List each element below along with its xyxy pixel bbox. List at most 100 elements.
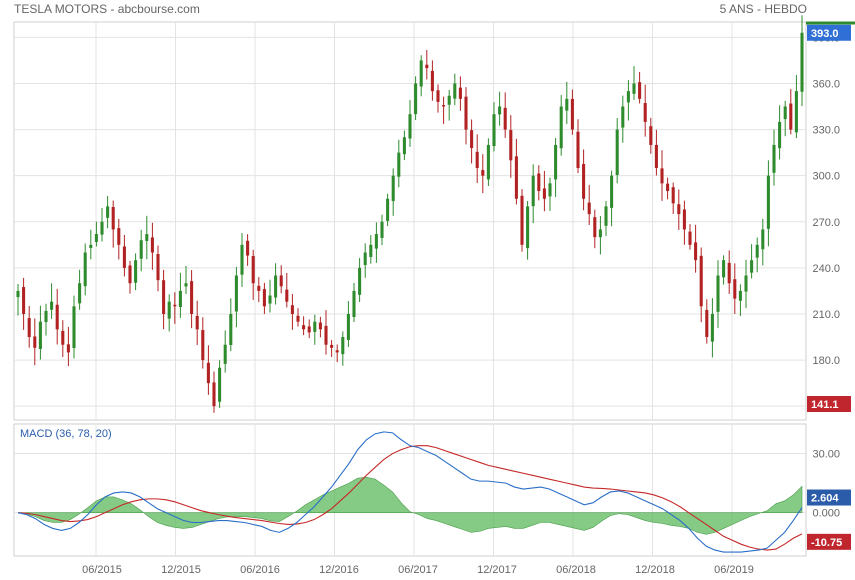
x-tick-label: 12/2018 bbox=[635, 564, 675, 576]
candle-body bbox=[542, 188, 546, 199]
candle-body bbox=[414, 83, 418, 115]
candle-body bbox=[195, 315, 199, 330]
candle-body bbox=[453, 83, 457, 99]
candle-body bbox=[677, 204, 681, 215]
candle-body bbox=[654, 144, 658, 168]
candle-body bbox=[470, 130, 474, 149]
candle-body bbox=[307, 326, 311, 333]
candle-body bbox=[503, 107, 507, 130]
candle-body bbox=[274, 275, 278, 298]
candle-body bbox=[632, 83, 636, 94]
candle-body bbox=[358, 267, 362, 295]
candle-body bbox=[178, 290, 182, 308]
candle-body bbox=[520, 195, 524, 245]
x-tick-label: 12/2017 bbox=[477, 564, 517, 576]
price-y-tick-label: 240.0 bbox=[812, 263, 840, 275]
candle-body bbox=[615, 129, 619, 176]
price-y-tick-label: 330.0 bbox=[812, 125, 840, 137]
candle-body bbox=[229, 313, 233, 345]
candle-body bbox=[783, 106, 787, 120]
candle-body bbox=[89, 244, 93, 248]
candle-body bbox=[38, 321, 42, 349]
signal-line bbox=[17, 445, 803, 551]
signal-value-badge bbox=[807, 533, 851, 550]
candle-body bbox=[610, 175, 614, 208]
candle-body bbox=[111, 207, 115, 230]
candle-body bbox=[458, 87, 462, 99]
candle-body bbox=[436, 90, 440, 102]
candle-body bbox=[346, 313, 350, 341]
candle-body bbox=[134, 260, 138, 283]
candle-body bbox=[285, 289, 289, 302]
candle-body bbox=[694, 242, 698, 261]
candle-body bbox=[738, 290, 742, 301]
candle-body bbox=[598, 229, 602, 238]
candle-body bbox=[716, 275, 720, 312]
candle-body bbox=[167, 301, 171, 319]
candle-body bbox=[671, 187, 675, 204]
candle-body bbox=[352, 290, 356, 318]
candle-body bbox=[666, 183, 670, 192]
candle-body bbox=[638, 82, 642, 99]
candle-body bbox=[526, 206, 530, 249]
candle-body bbox=[643, 103, 647, 122]
candle-body bbox=[397, 152, 401, 177]
candle-body bbox=[251, 256, 255, 284]
candle-body bbox=[761, 229, 765, 250]
price-y-tick-label: 270.0 bbox=[812, 217, 840, 229]
last-price-badge bbox=[807, 24, 851, 41]
candle-body bbox=[374, 234, 378, 249]
candle-body bbox=[778, 121, 782, 149]
candle-body bbox=[22, 287, 26, 314]
price-panel-frame bbox=[13, 21, 807, 421]
candle-body bbox=[425, 64, 429, 69]
candle-body bbox=[750, 260, 754, 273]
candle-body bbox=[72, 306, 76, 349]
candle-body bbox=[50, 301, 54, 310]
candle-body bbox=[324, 325, 328, 345]
candle-body bbox=[302, 325, 306, 330]
candle-body bbox=[565, 98, 569, 111]
candle-body bbox=[66, 344, 70, 353]
candle-body bbox=[380, 221, 384, 238]
candle-body bbox=[94, 234, 98, 242]
candle-body bbox=[190, 281, 194, 314]
min-price-badge bbox=[807, 396, 851, 412]
price-y-tick-label: 300.0 bbox=[812, 171, 840, 183]
candle-body bbox=[335, 350, 339, 353]
candle-body bbox=[117, 228, 121, 245]
x-tick-label: 06/2019 bbox=[714, 564, 754, 576]
x-tick-label: 06/2018 bbox=[556, 564, 596, 576]
candle-body bbox=[173, 304, 177, 307]
candle-body bbox=[330, 344, 334, 348]
candle-body bbox=[369, 244, 373, 257]
candle-body bbox=[464, 96, 468, 130]
signal-value-label: -10.75 bbox=[811, 537, 842, 549]
candle-body bbox=[223, 344, 227, 364]
candle-body bbox=[61, 330, 65, 345]
candle-body bbox=[570, 98, 574, 130]
candle-body bbox=[492, 114, 496, 147]
candle-body bbox=[447, 95, 451, 105]
candle-body bbox=[240, 244, 244, 275]
candle-body bbox=[442, 105, 446, 107]
candle-body bbox=[128, 265, 132, 284]
candle-body bbox=[122, 246, 126, 268]
x-tick-label: 06/2016 bbox=[240, 564, 280, 576]
macd-value-label: 2.604 bbox=[811, 493, 839, 505]
candle-body bbox=[486, 144, 490, 180]
candle-body bbox=[475, 151, 479, 168]
candle-body bbox=[593, 217, 597, 238]
price-y-tick-label: 210.0 bbox=[812, 309, 840, 321]
price-y-tick-label: 360.0 bbox=[812, 78, 840, 90]
macd-y-tick-label: 30.00 bbox=[812, 449, 840, 461]
macd-title: MACD (36, 78, 20) bbox=[20, 428, 112, 440]
x-tick-label: 12/2016 bbox=[319, 564, 359, 576]
candle-body bbox=[582, 163, 586, 199]
candle-body bbox=[268, 295, 272, 304]
candle-body bbox=[789, 103, 793, 130]
candle-body bbox=[184, 283, 188, 287]
candle-body bbox=[162, 280, 166, 314]
candle-body bbox=[402, 137, 406, 155]
